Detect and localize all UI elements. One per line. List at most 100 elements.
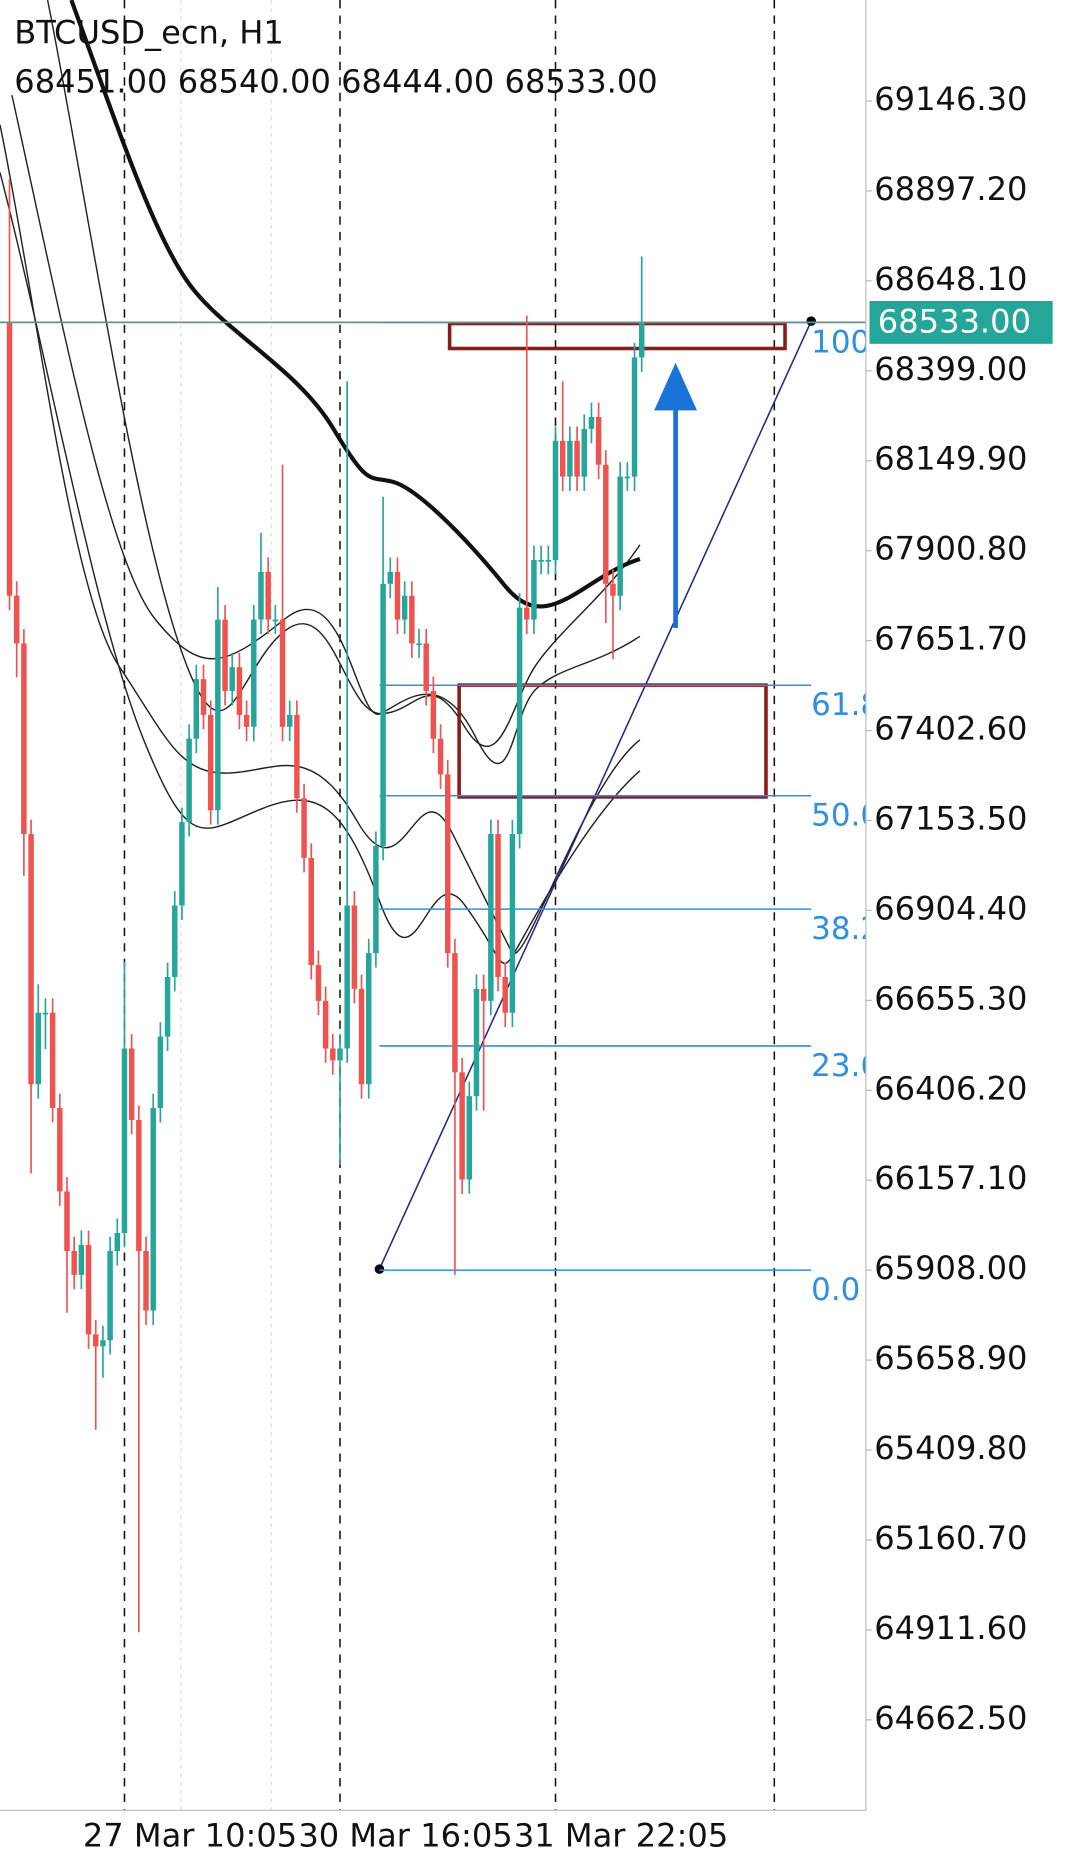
candle-body [365, 953, 372, 1085]
y-tick-label: 67402.60 [874, 710, 1027, 748]
fib-label: 23.6 [811, 1048, 880, 1084]
candle-body [452, 953, 458, 1073]
candle-body [459, 1072, 465, 1180]
candle-body [136, 1119, 142, 1252]
candle-body [222, 619, 228, 692]
candle-body [588, 417, 595, 429]
moving-average [11, 94, 641, 765]
candle-body [100, 1340, 106, 1347]
candle-body [21, 643, 27, 835]
candle-body [107, 1251, 113, 1341]
candle-body [330, 1048, 336, 1061]
candle-body [538, 559, 544, 562]
candle-body [344, 905, 350, 1049]
candle-body [193, 679, 200, 739]
candle-body [516, 607, 523, 835]
y-tick-label: 66406.20 [874, 1069, 1027, 1107]
moving-average [69, 0, 641, 609]
candle-body [64, 1191, 70, 1252]
y-tick-label: 67651.70 [874, 620, 1027, 658]
candle-body [172, 905, 178, 977]
candle-body [265, 571, 271, 620]
candle-body [631, 357, 638, 477]
candle-body [466, 1096, 473, 1180]
candle-body [150, 1108, 156, 1311]
candle-body [617, 476, 623, 596]
candle-body [229, 667, 235, 692]
x-tick-label: 27 Mar 10:05 [83, 1817, 297, 1855]
y-tick-label: 66157.10 [874, 1159, 1027, 1197]
candle-body [488, 834, 494, 1001]
y-tick-label: 65160.70 [874, 1519, 1027, 1557]
candle-body [157, 1036, 164, 1109]
candle-body [509, 834, 516, 1013]
y-tick-label: 66904.40 [874, 889, 1027, 927]
candle-body [380, 583, 386, 846]
y-tick-label: 67900.80 [874, 530, 1027, 568]
candle-body [373, 845, 379, 954]
candle-body [394, 571, 401, 620]
candle-body [638, 322, 645, 358]
fib-label: 0.0 [811, 1272, 860, 1308]
y-tick-label: 64911.60 [874, 1609, 1027, 1647]
y-tick-label: 65658.90 [874, 1339, 1027, 1377]
fib-label: 38.2 [811, 911, 880, 947]
candle-body [430, 691, 437, 739]
candle-body [49, 1012, 56, 1109]
candle-body [215, 619, 221, 811]
candle-body [595, 417, 602, 465]
candle-body [315, 965, 322, 1001]
plot-area: 100 61.8 50.0 38.2 23.6 0.0 [0, 0, 880, 1633]
chart-title: BTCUSD_ecn, H1 [14, 13, 284, 51]
candle-body [502, 976, 508, 1013]
y-tick-label: 69146.30 [874, 80, 1027, 118]
y-tick-label: 68399.00 [874, 350, 1027, 388]
candle-body [581, 428, 587, 477]
zone-box [447, 321, 787, 351]
candle-body [473, 988, 480, 1097]
candle-body [179, 822, 185, 906]
candle-body [128, 1048, 135, 1120]
y-tick-label: 64662.50 [874, 1699, 1027, 1737]
candle-body [603, 464, 609, 584]
candle-body [301, 798, 307, 858]
candle-body [322, 1000, 329, 1049]
candle-body [495, 834, 501, 977]
candle-body [13, 595, 20, 644]
candle-body [545, 559, 552, 562]
candle-body [78, 1244, 85, 1275]
candle-body [92, 1334, 99, 1347]
candle-body [531, 559, 537, 620]
current-price-box [869, 301, 1053, 344]
candle-body [387, 571, 394, 584]
candle-body [423, 643, 429, 692]
y-tick-label: 66655.30 [874, 979, 1027, 1017]
y-tick-label: 67153.50 [874, 799, 1027, 837]
candle-body [351, 905, 358, 989]
fib-label: 100 [811, 324, 870, 360]
candle-body [164, 976, 171, 1037]
candle-body [186, 738, 192, 823]
y-tick-label: 68149.90 [874, 440, 1027, 478]
current-price-label: 68533.00 [878, 303, 1031, 341]
candle-body [85, 1244, 92, 1335]
candle-body [143, 1251, 149, 1311]
y-tick-label: 68648.10 [874, 260, 1027, 298]
candle-body [610, 583, 616, 596]
y-tick-label: 65908.00 [874, 1249, 1027, 1287]
candle-body [552, 440, 559, 560]
y-tick-label: 68897.20 [874, 170, 1027, 208]
candle-body [574, 440, 580, 477]
candle-body [416, 643, 422, 646]
y-tick-label: 65409.80 [874, 1429, 1027, 1467]
candle-body [200, 679, 207, 715]
trend-point [806, 316, 816, 326]
candle-body [437, 738, 444, 775]
candle-body [624, 476, 631, 479]
candle-body [236, 667, 243, 715]
moving-average [46, 0, 641, 747]
candle-body [71, 1251, 77, 1275]
candle-body [308, 857, 314, 966]
